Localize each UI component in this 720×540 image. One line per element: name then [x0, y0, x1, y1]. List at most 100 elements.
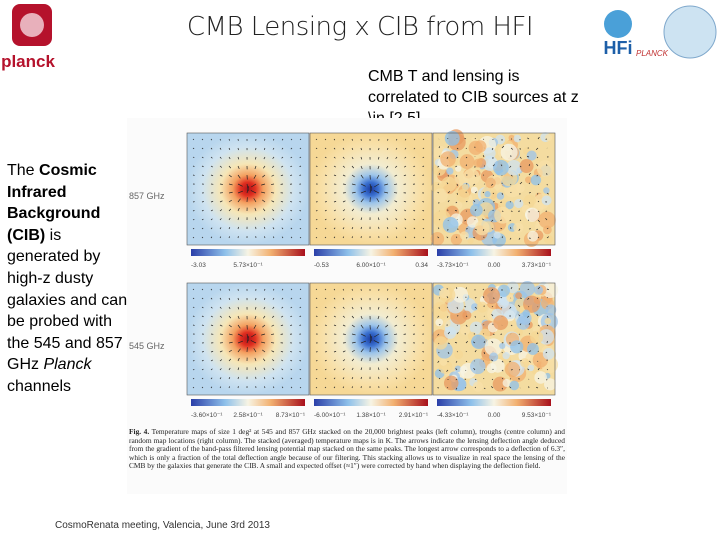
arrow	[315, 306, 318, 309]
arrow	[351, 386, 353, 389]
arrow	[219, 297, 222, 300]
arrow	[491, 219, 494, 222]
arrow	[251, 183, 257, 188]
arrow	[192, 386, 195, 389]
noise-blob	[505, 200, 514, 210]
arrow	[360, 183, 366, 187]
arrow	[437, 236, 440, 239]
arrow	[290, 386, 293, 389]
arrow	[228, 306, 231, 310]
arrow	[455, 287, 458, 290]
arrow	[465, 156, 468, 159]
arrow	[333, 236, 336, 239]
arrow	[261, 183, 266, 186]
arrow	[491, 305, 494, 308]
arrow	[228, 341, 233, 344]
arrow	[333, 174, 337, 177]
arrow	[254, 165, 257, 170]
arrow	[456, 147, 459, 150]
arrow	[299, 360, 302, 362]
arrow	[219, 183, 223, 185]
arrow	[465, 287, 467, 290]
arrow	[373, 340, 380, 344]
arrow	[290, 174, 293, 176]
arrow	[491, 147, 494, 151]
arrow	[290, 201, 293, 203]
arrow	[299, 288, 302, 291]
arrow	[290, 324, 293, 326]
noise-blob	[459, 231, 469, 241]
arrow	[447, 351, 450, 355]
arrow	[413, 138, 416, 141]
arrow	[500, 164, 503, 167]
arrow	[510, 286, 513, 290]
arrow	[251, 333, 257, 338]
arrow	[192, 165, 195, 167]
arrow	[404, 156, 407, 159]
arrow	[342, 156, 345, 159]
arrow	[437, 227, 440, 230]
slide-title: CMB Lensing x CIB from HFI	[186, 12, 534, 42]
noise-blob	[468, 140, 483, 156]
noise-blob	[501, 303, 517, 319]
arrow	[518, 342, 521, 345]
arrow	[219, 200, 223, 203]
arrow	[290, 236, 293, 239]
arrow	[263, 147, 266, 151]
noise-blob	[509, 380, 520, 391]
noise-blob	[442, 217, 459, 233]
noise-blob	[441, 176, 457, 192]
colorbar-label: 3.73×10⁻¹	[522, 262, 552, 269]
arrow	[219, 306, 222, 309]
arrow	[422, 306, 425, 309]
arrow	[404, 368, 407, 371]
arrow	[210, 236, 213, 239]
arrow	[537, 183, 540, 186]
noise-blob	[527, 364, 535, 372]
arrow	[446, 296, 449, 299]
arrow	[404, 138, 407, 141]
arrow	[228, 147, 231, 150]
arrow	[454, 210, 458, 212]
noise-blob	[485, 177, 496, 189]
arrow	[510, 147, 514, 150]
arrow	[528, 163, 531, 167]
arrow	[455, 360, 458, 363]
colorbar	[437, 249, 551, 256]
arrow	[290, 227, 293, 230]
arrow	[281, 156, 284, 159]
arrow	[456, 183, 458, 186]
arrow	[535, 386, 539, 389]
arrow	[378, 306, 380, 310]
arrow	[473, 367, 476, 371]
arrow	[403, 174, 407, 177]
arrow	[201, 288, 204, 291]
arrow	[454, 341, 458, 344]
arrow	[262, 358, 266, 362]
arrow	[537, 136, 540, 140]
arrow	[446, 369, 449, 372]
arrow	[201, 306, 204, 309]
noise-blob	[545, 133, 553, 142]
arrow	[253, 198, 257, 203]
arrow	[315, 147, 318, 150]
arrow	[386, 306, 389, 310]
arrow	[250, 190, 257, 194]
arrow	[500, 296, 503, 299]
arrow	[482, 228, 485, 231]
arrow	[501, 360, 504, 363]
arrow	[228, 236, 230, 239]
arrow	[299, 386, 302, 389]
colorbar	[314, 399, 428, 406]
arrow	[237, 183, 243, 187]
noise-blob	[440, 151, 456, 167]
arrow	[290, 315, 293, 318]
arrow	[201, 138, 204, 141]
noise-blob	[526, 150, 537, 161]
arrow	[413, 236, 416, 239]
arrow	[333, 156, 336, 159]
arrow	[342, 138, 345, 141]
arrow	[228, 217, 231, 221]
arrow	[404, 306, 407, 309]
arrow	[455, 378, 458, 381]
